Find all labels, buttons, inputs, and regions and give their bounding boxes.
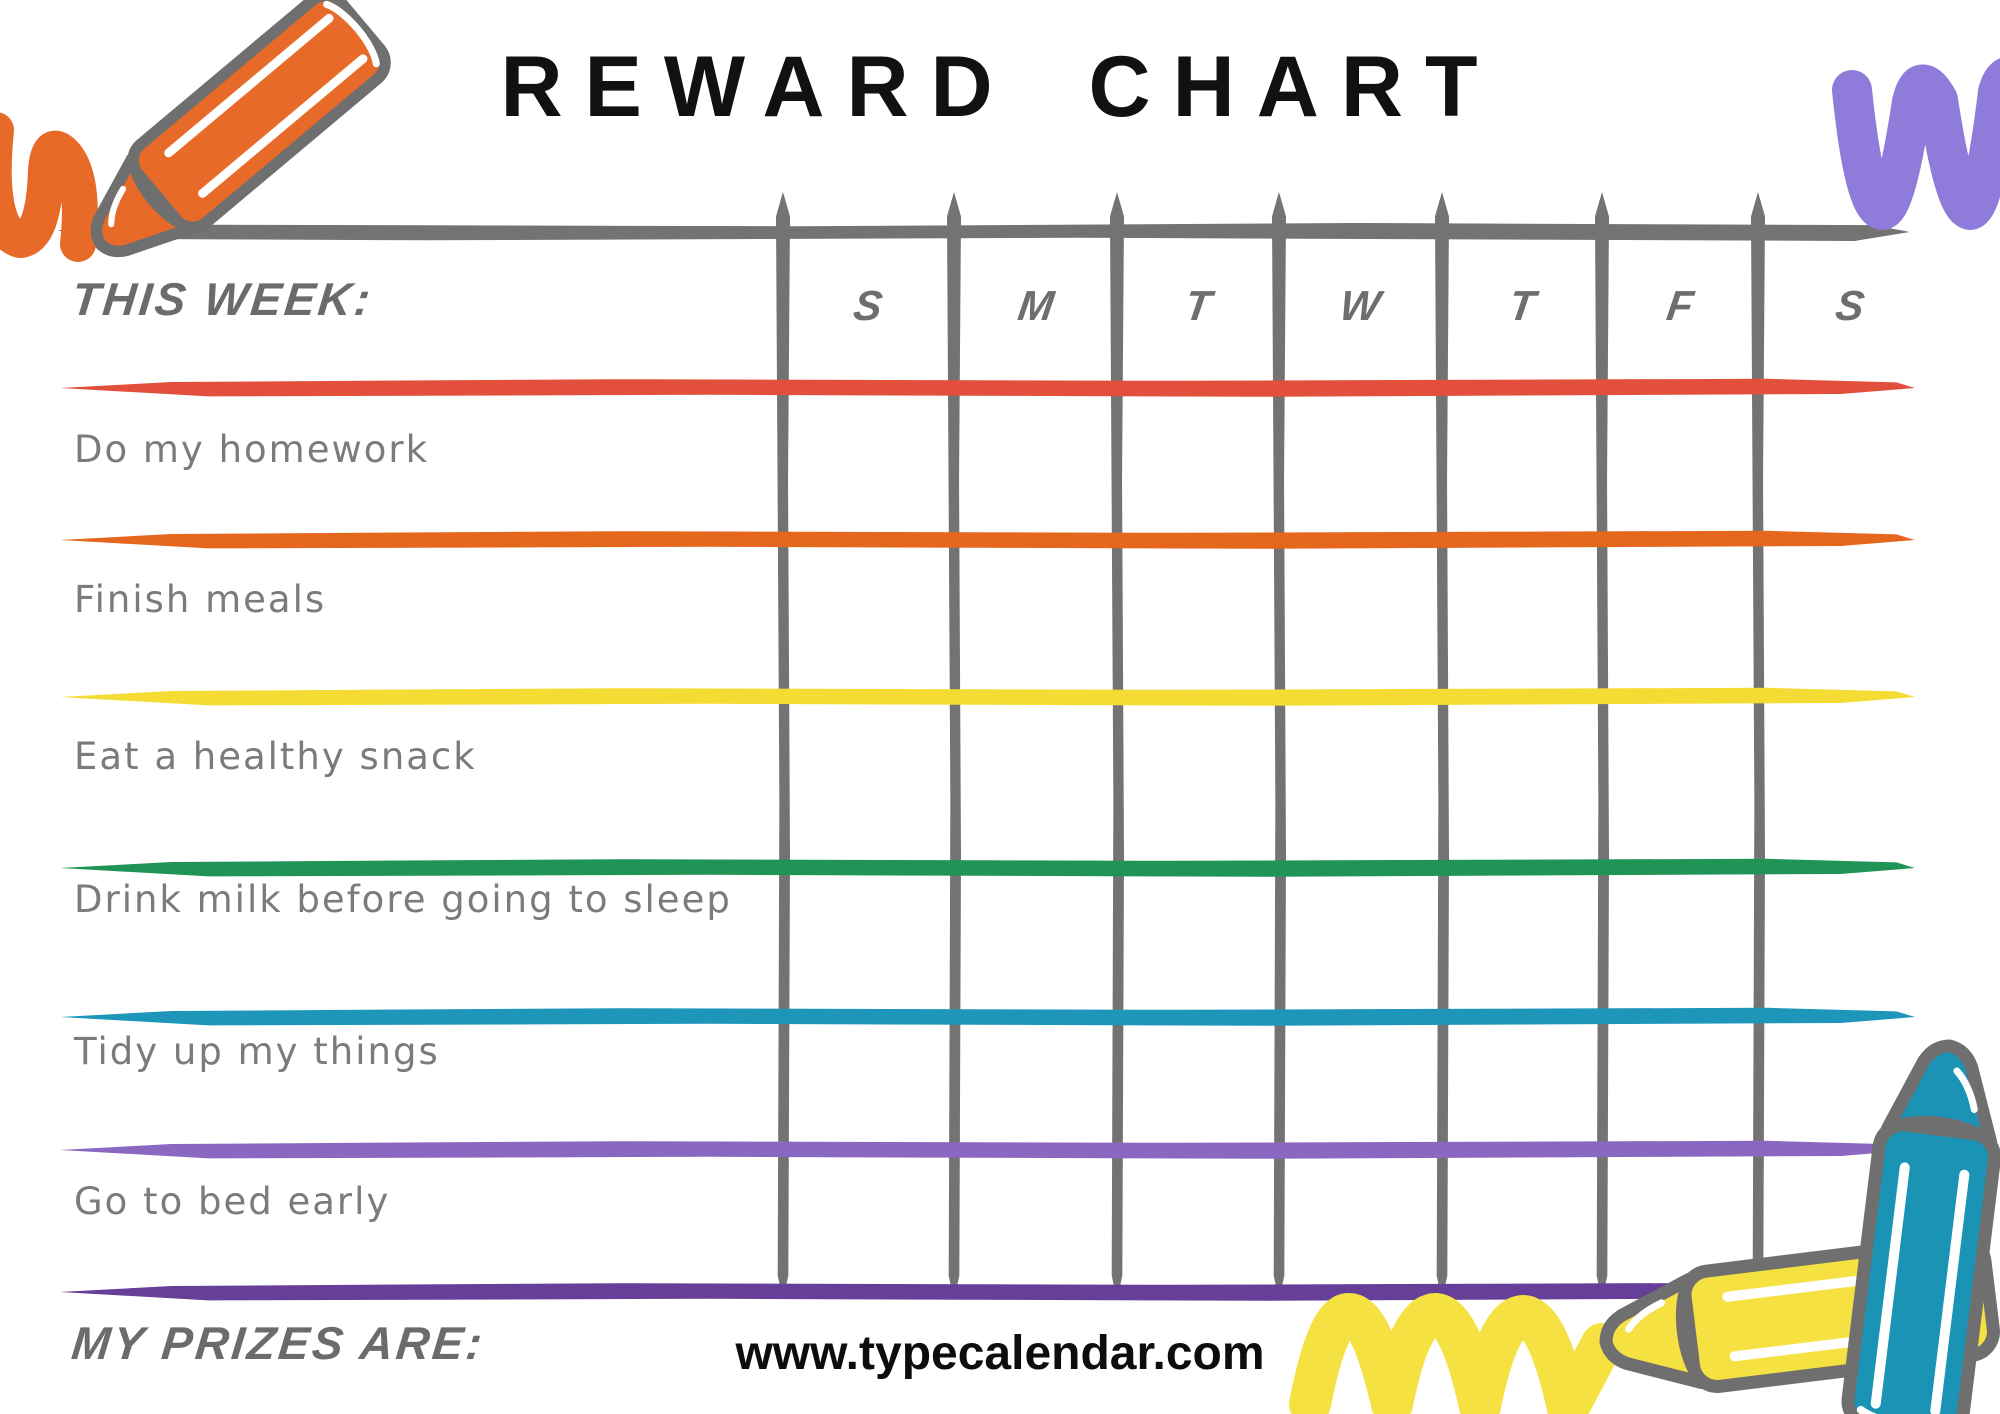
- day-header-sat: S: [1832, 282, 1868, 329]
- blue-crayon-icon: [1841, 1039, 2000, 1414]
- grid-vline: [947, 192, 961, 1300]
- grid-vline: [776, 192, 790, 1300]
- grid-vline: [1751, 192, 1765, 1300]
- grid-vline: [1272, 192, 1286, 1300]
- task-row-line: [60, 1140, 1915, 1159]
- task-row-line: [60, 1007, 1915, 1026]
- day-header-thu: T: [1505, 282, 1539, 329]
- task-row-line: [60, 378, 1915, 397]
- task-label: Tidy up my things: [74, 1030, 440, 1073]
- task-label: Drink milk before going to sleep: [74, 878, 732, 921]
- purple-squiggle: [1832, 58, 2000, 230]
- task-label: Go to bed early: [74, 1180, 391, 1223]
- day-header-sun: S: [850, 282, 886, 329]
- grid-vline: [1595, 192, 1609, 1300]
- task-label: Eat a healthy snack: [74, 735, 477, 778]
- grid-vline: [1110, 192, 1124, 1300]
- website-text: www.typecalendar.com: [735, 1327, 1265, 1380]
- day-header-wed: W: [1336, 282, 1384, 329]
- task-label: Finish meals: [74, 578, 327, 621]
- day-header-tue: T: [1181, 282, 1215, 329]
- day-header-mon: M: [1015, 282, 1057, 329]
- task-label: Do my homework: [74, 428, 430, 471]
- orange-squiggle: [0, 112, 98, 262]
- bottom-line: [60, 1282, 1915, 1301]
- grid-vline: [1435, 192, 1449, 1300]
- task-row-line: [60, 687, 1915, 706]
- day-header-fri: F: [1663, 282, 1697, 329]
- orange-crayon-icon: [90, 0, 391, 258]
- page-title: REWARD CHART: [500, 39, 1500, 135]
- task-row-line: [60, 858, 1915, 877]
- task-row-line: [60, 530, 1915, 549]
- yellow-squiggle: [1289, 1293, 1623, 1414]
- grid-top-line: [58, 223, 1910, 241]
